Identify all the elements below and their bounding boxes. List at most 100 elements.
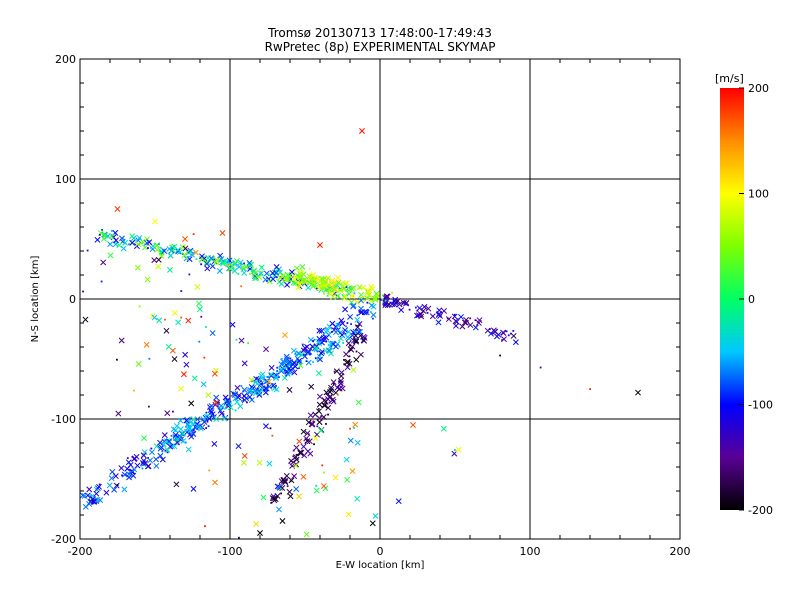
data-point — [338, 373, 345, 379]
data-point — [339, 379, 342, 382]
data-point — [453, 449, 456, 451]
data-point — [330, 331, 333, 333]
data-point — [177, 426, 184, 433]
data-point — [315, 370, 322, 377]
data-point — [329, 320, 336, 327]
data-point — [366, 292, 372, 298]
data-point — [382, 300, 389, 307]
y-tick-label: 100 — [55, 173, 76, 186]
data-point — [321, 402, 328, 409]
data-point — [343, 358, 345, 361]
data-point — [328, 401, 331, 404]
data-point — [499, 354, 501, 357]
data-point — [312, 420, 315, 423]
data-point — [217, 407, 224, 414]
data-point — [250, 270, 253, 272]
data-point — [336, 392, 339, 395]
data-point — [180, 438, 187, 444]
data-point — [344, 334, 351, 341]
data-point — [299, 263, 306, 270]
data-point — [116, 242, 123, 249]
data-point — [425, 305, 432, 312]
data-point — [90, 496, 96, 502]
data-point — [356, 314, 359, 317]
data-point — [398, 307, 405, 314]
data-point — [173, 438, 176, 441]
data-point — [344, 279, 350, 286]
data-point — [147, 457, 154, 464]
data-point — [318, 327, 325, 334]
data-point — [131, 466, 138, 473]
data-point — [292, 462, 299, 469]
data-point — [369, 311, 372, 313]
data-point — [143, 239, 150, 246]
data-point — [292, 363, 299, 370]
data-point — [166, 245, 173, 252]
data-point — [86, 501, 93, 507]
data-point — [159, 246, 162, 249]
data-point — [116, 358, 118, 361]
data-point — [129, 239, 136, 246]
data-point — [157, 439, 163, 446]
data-point — [246, 393, 253, 400]
data-point — [269, 427, 272, 430]
data-point — [231, 261, 238, 268]
data-point — [339, 283, 342, 286]
data-point — [354, 316, 361, 323]
data-point — [177, 417, 184, 424]
data-point — [161, 432, 168, 439]
data-point — [290, 364, 293, 367]
x-axis-title: E-W location [km] — [336, 560, 425, 571]
data-point — [332, 329, 339, 336]
data-point — [395, 498, 402, 505]
data-point — [237, 403, 244, 410]
data-point — [82, 290, 84, 293]
data-point — [325, 404, 332, 411]
data-point — [182, 236, 188, 242]
data-point — [196, 306, 203, 313]
data-point — [143, 341, 150, 348]
data-point — [305, 419, 312, 426]
data-point — [333, 368, 340, 375]
data-point — [317, 427, 324, 434]
data-point — [337, 380, 344, 387]
data-point — [329, 280, 331, 282]
data-point — [111, 237, 114, 240]
data-point — [256, 459, 263, 466]
data-point — [190, 416, 197, 423]
data-point — [312, 435, 319, 442]
data-point — [195, 258, 198, 261]
data-point — [101, 232, 108, 239]
data-point — [217, 252, 224, 259]
data-point — [296, 493, 302, 500]
data-point — [261, 383, 264, 385]
data-point — [260, 380, 262, 382]
data-point — [289, 357, 292, 360]
data-point — [316, 415, 323, 422]
data-point — [218, 256, 225, 263]
data-point — [206, 415, 213, 422]
data-point — [343, 351, 350, 358]
data-point — [240, 285, 243, 288]
data-point — [295, 284, 302, 291]
data-point — [227, 265, 234, 272]
data-point — [344, 476, 351, 483]
data-point — [164, 410, 171, 417]
data-point — [305, 359, 312, 366]
data-point — [306, 438, 313, 445]
data-point — [237, 259, 244, 266]
data-point — [256, 387, 259, 390]
data-point — [182, 351, 189, 358]
data-point — [275, 372, 278, 375]
data-point — [208, 469, 211, 472]
data-point — [246, 259, 253, 266]
data-point — [173, 481, 180, 488]
data-point — [295, 453, 298, 456]
data-point — [349, 344, 351, 347]
colorbar-tick-label: -200 — [748, 504, 773, 517]
data-point — [296, 357, 303, 364]
data-point — [82, 316, 89, 323]
data-point — [178, 385, 184, 392]
data-point — [199, 253, 205, 260]
data-point — [296, 274, 299, 277]
